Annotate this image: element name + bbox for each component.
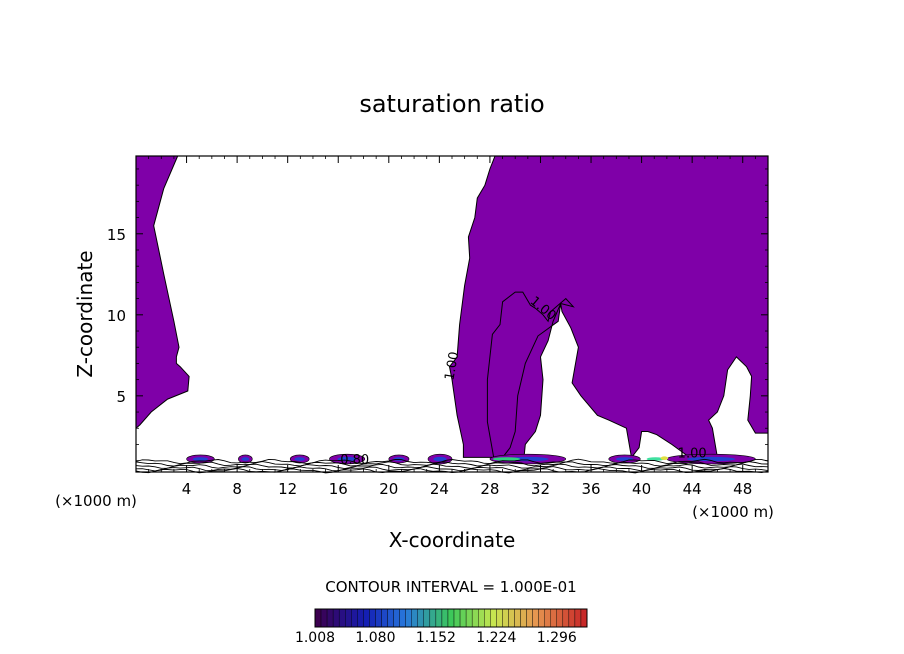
colorbar-swatch-33 [508,608,515,628]
colorbar-swatch-18 [417,608,424,628]
colorbar-label-2: 1.080 [355,630,395,646]
y-axis-label: Z-coordinate [73,250,97,377]
colorbar-swatch-12 [381,608,388,628]
colorbar-swatch-44 [574,608,582,628]
colorbar-label-3: 1.152 [416,630,456,646]
colorbar-swatch-13 [387,608,394,628]
colorbar-label-4: 1.224 [476,630,516,646]
colorbar-swatch-19 [423,608,431,628]
colorbar-swatch-6 [345,608,352,628]
colorbar-swatch-3 [326,608,334,628]
cloud-highlight-1 [492,457,521,461]
x-tick-label-12: 12 [278,480,297,498]
colorbar-swatch-34 [514,608,521,628]
colorbar-swatch-27 [471,608,479,628]
x-tick-label-48: 48 [733,480,752,498]
colorbar-swatch-22 [441,608,449,628]
x-axis-label: X-coordinate [389,528,516,552]
colorbar-swatch-25 [459,608,467,628]
x-tick-label-36: 36 [581,480,600,498]
cloud-blob-core-6 [433,456,447,462]
cloud-highlight-2 [646,457,665,461]
cloud-blob-core-2 [241,457,250,461]
colorbar-swatch-37 [532,608,539,628]
colorbar-swatch-36 [526,608,533,628]
colorbar [314,608,588,628]
cloud-highlight-3 [660,456,669,461]
x-tick-label-44: 44 [683,480,702,498]
colorbar-swatch-10 [369,608,376,628]
colorbar-swatch-24 [453,608,461,628]
x-tick-label-28: 28 [480,480,499,498]
colorbar-swatch-42 [562,608,570,628]
colorbar-swatch-40 [550,608,557,628]
colorbar-swatch-16 [405,608,412,628]
colorbar-swatch-17 [411,608,418,628]
colorbar-swatch-11 [375,608,382,628]
y-axis-ticks: 5 10 15 [107,168,768,462]
colorbar-swatch-32 [502,608,509,628]
y-tick-label-15: 15 [107,226,126,244]
y-tick-label-5: 5 [116,388,126,406]
cloud-blob-core-1 [192,457,209,461]
colorbar-swatch-41 [556,608,564,628]
contour-label-1: 1.00 [442,350,462,381]
y-tick-label-10: 10 [107,307,126,325]
colorbar-label-1: 1.008 [295,630,335,646]
colorbar-label-5: 1.296 [537,630,577,646]
chart-title: saturation ratio [359,90,544,118]
contour-fill-layer [135,155,769,459]
x-tick-label-40: 40 [632,480,651,498]
colorbar-swatch-43 [568,608,576,628]
x-tick-label-20: 20 [379,480,398,498]
colorbar-swatch-21 [435,608,443,628]
surface-contour-2 [135,461,769,467]
colorbar-swatch-1 [314,608,322,628]
colorbar-swatch-31 [496,608,503,628]
x-tick-label-4: 4 [182,480,192,498]
colorbar-swatch-39 [544,608,551,628]
contour-label-4: 1.00 [678,446,707,461]
cloud-blob-core-3 [294,457,305,461]
colorbar-swatch-5 [338,608,346,628]
contour-interval-text: CONTOUR INTERVAL = 1.000E-01 [325,578,576,596]
x-unit-right: (×1000 m) [692,503,774,521]
colorbar-swatch-45 [580,608,588,628]
colorbar-swatch-30 [490,608,497,628]
colorbar-swatch-9 [363,608,370,628]
colorbar-frame [314,608,588,628]
x-axis-ticks: 4 8 12 16 20 24 28 32 36 40 44 48 [148,156,756,498]
x-tick-label-16: 16 [329,480,348,498]
colorbar-swatch-15 [399,608,406,628]
colorbar-swatch-35 [520,608,527,628]
surface-contour-3 [135,463,769,470]
colorbar-swatch-38 [538,608,545,628]
colorbar-swatch-29 [484,608,491,628]
contour-label-3: 0.80 [340,453,369,468]
colorbar-tick-labels: 1.008 1.080 1.152 1.224 1.296 [295,630,577,646]
colorbar-swatch-7 [351,608,358,628]
saturated-region-2 [448,155,769,459]
colorbar-swatch-26 [465,608,473,628]
colorbar-swatch-28 [478,608,485,628]
x-unit-left: (×1000 m) [55,492,137,510]
surface-contour-1 [135,458,769,465]
colorbar-swatch-20 [429,608,437,628]
x-tick-label-32: 32 [531,480,550,498]
colorbar-swatch-14 [393,608,400,628]
colorbar-swatch-23 [447,608,455,628]
x-tick-label-24: 24 [430,480,449,498]
x-tick-label-8: 8 [232,480,242,498]
saturated-region-1 [135,155,190,430]
colorbar-swatch-4 [332,608,340,628]
colorbar-swatch-8 [357,608,364,628]
colorbar-swatch-2 [320,608,328,628]
